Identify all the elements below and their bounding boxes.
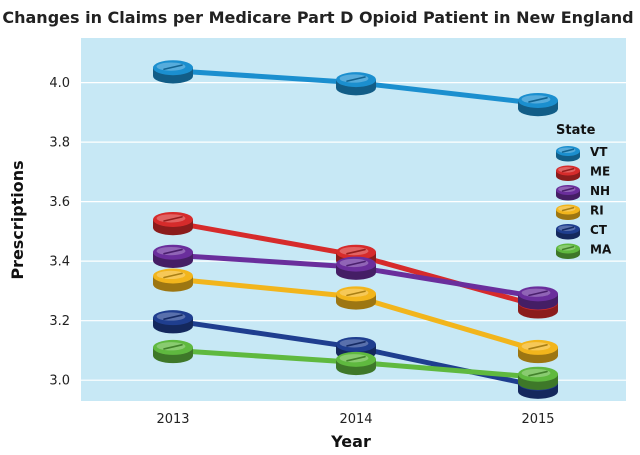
chart-title: Changes in Claims per Medicare Part D Op… bbox=[2, 8, 633, 27]
legend-label-ri: RI bbox=[590, 204, 604, 218]
legend-title: State bbox=[556, 123, 596, 138]
y-tick-label: 3.2 bbox=[49, 314, 70, 329]
point-vt-2015 bbox=[518, 92, 558, 117]
point-vt-2013 bbox=[153, 60, 193, 84]
point-ma-2013 bbox=[153, 339, 193, 364]
point-me-2013 bbox=[153, 211, 193, 236]
legend-marker-me bbox=[556, 165, 580, 181]
y-axis-label: Prescriptions bbox=[8, 160, 27, 279]
point-nh-2014 bbox=[336, 256, 376, 280]
x-tick-label: 2014 bbox=[339, 412, 372, 427]
point-ri-2015 bbox=[518, 339, 558, 364]
point-ct-2013 bbox=[153, 310, 193, 334]
point-ma-2015 bbox=[518, 366, 558, 390]
point-ri-2013 bbox=[153, 268, 193, 292]
legend-label-ct: CT bbox=[590, 223, 608, 237]
y-tick-label: 3.6 bbox=[49, 195, 70, 210]
legend-marker-ma bbox=[556, 243, 580, 259]
y-tick-label: 3.8 bbox=[49, 136, 70, 151]
y-tick-label: 3.4 bbox=[49, 255, 70, 270]
point-nh-2013 bbox=[153, 244, 193, 268]
x-tick-label: 2015 bbox=[521, 412, 554, 427]
point-vt-2014 bbox=[336, 72, 376, 96]
legend-marker-ct bbox=[556, 224, 580, 240]
x-tick-labels: 2013 2014 2015 bbox=[156, 412, 554, 427]
legend-marker-ri bbox=[556, 204, 580, 220]
legend-marker-vt bbox=[556, 146, 580, 162]
series-markers bbox=[153, 60, 558, 399]
point-ri-2014 bbox=[336, 286, 376, 310]
x-axis-label: Year bbox=[330, 432, 371, 451]
y-tick-labels: 3.0 3.2 3.4 3.6 3.8 4.0 bbox=[49, 76, 70, 389]
legend: State VT ME NH RI CT MA bbox=[556, 123, 612, 259]
point-nh-2015 bbox=[518, 286, 558, 310]
legend-label-ma: MA bbox=[590, 243, 612, 257]
legend-marker-nh bbox=[556, 185, 580, 201]
point-ma-2014 bbox=[336, 351, 376, 376]
x-tick-label: 2013 bbox=[156, 412, 189, 427]
y-tick-label: 4.0 bbox=[49, 76, 70, 91]
legend-label-nh: NH bbox=[590, 184, 610, 198]
legend-label-me: ME bbox=[590, 165, 610, 179]
legend-label-vt: VT bbox=[590, 145, 608, 159]
y-tick-label: 3.0 bbox=[49, 374, 70, 389]
